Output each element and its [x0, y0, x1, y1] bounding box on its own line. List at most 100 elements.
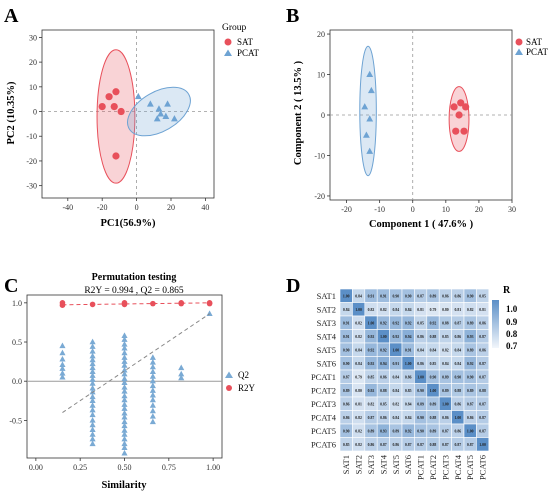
heatmap-col-label: SAT4 — [378, 454, 388, 474]
regression-line — [62, 313, 210, 413]
heatmap-cell-value: 0.81 — [454, 308, 461, 312]
heatmap-cell-value: 0.85 — [405, 389, 412, 393]
data-point — [98, 102, 106, 111]
y-tick-label: -10 — [314, 151, 325, 160]
q2-point — [121, 362, 128, 368]
data-point — [164, 100, 171, 107]
data-point — [457, 99, 465, 107]
q2-point — [121, 396, 128, 403]
heatmap-col-label: SAT2 — [354, 455, 364, 474]
heatmap-cell-value: 0.89 — [368, 429, 375, 433]
plsda-x-axis-label: Component 1 ( 47.6% ) — [369, 219, 474, 230]
heatmap-cell-value: 0.86 — [479, 348, 486, 352]
heatmap-cell-value: 0.80 — [442, 308, 449, 312]
q2-point — [149, 407, 156, 414]
heatmap-cell-value: 0.80 — [355, 389, 362, 393]
heatmap-cell-value: 0.81 — [355, 402, 362, 406]
heatmap-cell-value: 0.86 — [442, 416, 449, 420]
heatmap-cell-value: 0.85 — [417, 321, 424, 325]
q2-point — [89, 368, 96, 375]
pca-legend-sat-marker — [224, 38, 232, 46]
heatmap-row-label: PCAT1 — [311, 372, 336, 382]
data-point — [366, 147, 374, 154]
data-point — [162, 112, 170, 119]
data-point — [455, 111, 463, 119]
heatmap-row-label: SAT2 — [317, 304, 336, 314]
heatmap-cell-value: 0.84 — [417, 348, 424, 352]
q2-point — [121, 375, 128, 382]
heatmap-cell-value: 0.92 — [405, 429, 412, 433]
heatmap-cell-value: 0.94 — [405, 335, 412, 339]
heatmap-cell-value: 0.92 — [368, 362, 375, 366]
heatmap-cell-value: 0.86 — [380, 416, 387, 420]
heatmap-col-label: PCAT1 — [416, 455, 426, 480]
q2-point — [89, 338, 96, 345]
heatmap-cell-value: 0.81 — [479, 308, 486, 312]
heatmap-cell-value: 0.87 — [380, 443, 387, 447]
q2-point — [89, 360, 96, 367]
heatmap-cell-value: 0.89 — [430, 402, 437, 406]
heatmap-cell-value: 0.84 — [392, 389, 399, 393]
q2-point — [121, 387, 128, 394]
heatmap-cell-value: 0.89 — [430, 294, 437, 298]
heatmap-cell-value: 0.82 — [380, 308, 387, 312]
heatmap-cell-value: 0.87 — [442, 443, 449, 447]
heatmap-cell-value: 0.82 — [355, 429, 362, 433]
q2-point — [89, 440, 96, 447]
permutation-subtitle: R2Y = 0.994 , Q2 = 0.865 — [84, 286, 184, 296]
heatmap-cell-value: 0.91 — [405, 348, 412, 352]
q2-point — [121, 435, 128, 442]
q2-point — [89, 426, 96, 432]
heatmap-cell-value: 0.87 — [467, 443, 474, 447]
q2-point — [149, 396, 156, 403]
heatmap-row-label: PCAT6 — [311, 439, 336, 449]
heatmap-row-label: PCAT2 — [311, 385, 336, 395]
confidence-ellipse — [96, 49, 136, 184]
heatmap-cell-value: 1.00 — [405, 362, 412, 366]
heatmap-cell-value: 0.82 — [355, 335, 362, 339]
heatmap-row-label: SAT5 — [317, 345, 336, 355]
q2-point — [121, 349, 128, 356]
q2-point — [89, 356, 96, 363]
heatmap-cell-value: 0.92 — [392, 321, 399, 325]
data-point — [462, 103, 470, 111]
data-point — [362, 131, 370, 138]
heatmap-cell-value: 0.87 — [343, 375, 350, 379]
q2-point — [59, 365, 66, 371]
q2-point — [89, 380, 96, 386]
q2-point — [59, 342, 66, 349]
heatmap-col-label: PCAT5 — [465, 455, 475, 480]
r2y-point — [121, 300, 128, 306]
heatmap-cell-value: 0.81 — [417, 308, 424, 312]
heatmap-cell-value: 1.00 — [442, 402, 449, 406]
q2-point — [121, 344, 128, 351]
q2-point — [121, 405, 128, 411]
q2-point — [121, 413, 128, 420]
heatmap-row-label: PCAT4 — [311, 412, 337, 422]
heatmap-cell-value: 0.87 — [479, 375, 486, 379]
confidence-ellipse — [127, 86, 191, 137]
heatmap-cell-value: 0.92 — [368, 335, 375, 339]
heatmap-col-label: PCAT3 — [440, 455, 450, 480]
heatmap-cell-value: 0.92 — [467, 362, 474, 366]
q2-point — [149, 358, 156, 365]
q2-point — [89, 348, 96, 354]
panel-label-a: A — [4, 5, 19, 27]
colorbar-tick: 0.8 — [506, 329, 518, 339]
heatmap-cell-value: 1.00 — [380, 335, 387, 339]
heatmap-cell-value: 0.84 — [430, 348, 437, 352]
x-tick-label: -20 — [97, 203, 108, 212]
q2-point — [121, 431, 128, 437]
heatmap-cell-value: 0.89 — [430, 429, 437, 433]
panel-a: A -40 -20 0 20 40 30 20 10 0 -10 -20 -30 PC1(56.9%)… — [4, 5, 260, 229]
heatmap-cell-value: 0.91 — [392, 362, 399, 366]
heatmap-cell-value: 0.94 — [380, 362, 387, 366]
data-point — [452, 127, 460, 135]
y-tick-label: -20 — [314, 192, 325, 201]
r2y-point — [206, 300, 213, 307]
q2-point — [121, 379, 128, 385]
heatmap-cell-value: 0.84 — [405, 402, 412, 406]
heatmap-row-label: SAT4 — [317, 331, 337, 341]
heatmap-cell-value: 0.90 — [343, 348, 350, 352]
heatmap-cell-value: 0.86 — [454, 429, 461, 433]
